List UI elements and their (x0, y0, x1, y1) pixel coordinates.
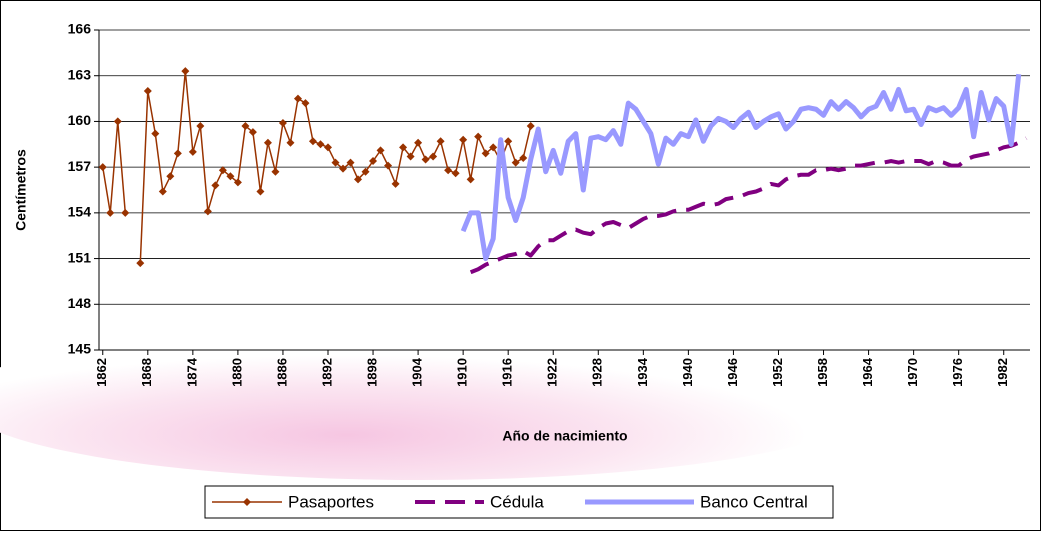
plot-area: 145 148 151 154 157 160 163 166 1862 1868 1874 1880… (68, 21, 1030, 387)
series-line (469, 136, 1028, 275)
diamond-marker (173, 149, 182, 158)
x-tick-label: 1976 (950, 358, 965, 387)
x-axis-title: Año de nacimiento (502, 428, 627, 444)
y-tick-label: 157 (68, 158, 92, 174)
diamond-marker (339, 164, 348, 173)
diamond-marker (406, 152, 415, 161)
diamond-marker (346, 158, 355, 167)
diamond-marker (481, 149, 490, 158)
diamond-marker (151, 129, 160, 138)
diamond-marker (323, 143, 332, 152)
legend (204, 485, 834, 519)
x-tick-label: 1886 (274, 358, 289, 387)
diamond-marker (226, 172, 235, 181)
diamond-marker (301, 99, 310, 108)
diamond-marker (354, 175, 363, 184)
x-tick-label: 1916 (500, 358, 515, 387)
series-line (460, 73, 1022, 262)
diamond-marker (511, 158, 520, 167)
diamond-marker (121, 208, 130, 217)
diamond-marker (211, 181, 220, 190)
x-tick-label: 1874 (184, 357, 199, 387)
legend-label: Cédula (490, 492, 544, 511)
y-tick-label: 163 (68, 66, 92, 82)
x-tick-label: 1922 (545, 358, 560, 387)
series-line (102, 120, 127, 214)
diamond-marker (308, 137, 317, 146)
x-tick-label: 1958 (815, 358, 830, 387)
x-tick-label: 1862 (94, 358, 109, 387)
diamond-marker (271, 167, 280, 176)
y-tick-label: 166 (68, 21, 92, 37)
diamond-marker (241, 122, 250, 130)
x-tick-label: 1952 (770, 358, 785, 387)
background-glow (0, 320, 880, 480)
x-tick-label: 1982 (995, 358, 1010, 387)
diamond-marker (421, 155, 430, 164)
diamond-marker (316, 140, 325, 149)
diamond-marker (181, 67, 190, 76)
diamond-marker (384, 161, 393, 170)
x-tick-label: 1934 (635, 357, 650, 387)
x-tick-label: 1898 (364, 358, 379, 387)
legend-label: Pasaportes (288, 492, 374, 511)
diamond-marker (106, 208, 115, 217)
diamond-marker (376, 146, 385, 155)
y-tick-label: 154 (68, 204, 92, 220)
diamond-marker (278, 118, 287, 127)
diamond-marker (399, 143, 408, 152)
diamond-marker (233, 178, 242, 187)
diamond-marker (196, 122, 205, 130)
diamond-marker (166, 172, 175, 181)
x-tick-label: 1868 (139, 358, 154, 387)
diamond-marker (286, 138, 295, 147)
y-tick-label: 160 (68, 112, 92, 128)
legend-items: Pasaportes Cédula Banco Central (212, 492, 808, 511)
x-tick-label: 1928 (590, 358, 605, 387)
diamond-marker (98, 163, 107, 172)
y-tick-label: 148 (68, 295, 92, 311)
diamond-marker (361, 167, 370, 176)
diamond-marker (136, 259, 145, 268)
diamond-marker (519, 154, 528, 162)
y-tick-label: 151 (68, 249, 92, 265)
x-tick-label: 1940 (680, 358, 695, 387)
x-tick-label: 1892 (319, 358, 334, 387)
diamond-marker (504, 137, 513, 146)
diamond-marker (436, 137, 445, 146)
y-tick-label: 145 (68, 341, 92, 357)
diamond-marker (474, 132, 483, 141)
y-axis-title: Centímetros (13, 149, 29, 231)
diamond-marker (414, 138, 423, 147)
diamond-marker (459, 135, 468, 144)
diamond-marker (143, 86, 152, 95)
diamond-marker (158, 187, 167, 196)
diamond-marker (451, 169, 460, 178)
diamond-marker (369, 157, 378, 166)
diamond-marker (489, 143, 498, 152)
x-tick-label: 1880 (229, 358, 244, 387)
diamond-marker (331, 158, 340, 167)
diamond-marker (391, 179, 400, 188)
diamond-marker (429, 152, 438, 161)
diamond-marker (113, 117, 122, 126)
diamond-marker (218, 166, 227, 175)
diamond-marker (188, 147, 197, 156)
diamond-marker (263, 138, 272, 147)
diamond-marker (293, 94, 302, 103)
x-tick-label: 1904 (410, 357, 425, 387)
diamond-marker (444, 166, 453, 175)
diamond-marker (203, 207, 212, 216)
x-tick-label: 1946 (725, 358, 740, 387)
x-tick-label: 1964 (860, 357, 875, 387)
diamond-marker (526, 122, 535, 130)
x-tick-label: 1910 (455, 358, 470, 387)
diamond-marker (466, 175, 475, 184)
legend-marker (243, 498, 251, 506)
diamond-marker (256, 187, 265, 196)
x-tick-label: 1970 (905, 358, 920, 387)
legend-label: Banco Central (700, 492, 808, 511)
diamond-marker (248, 128, 257, 137)
